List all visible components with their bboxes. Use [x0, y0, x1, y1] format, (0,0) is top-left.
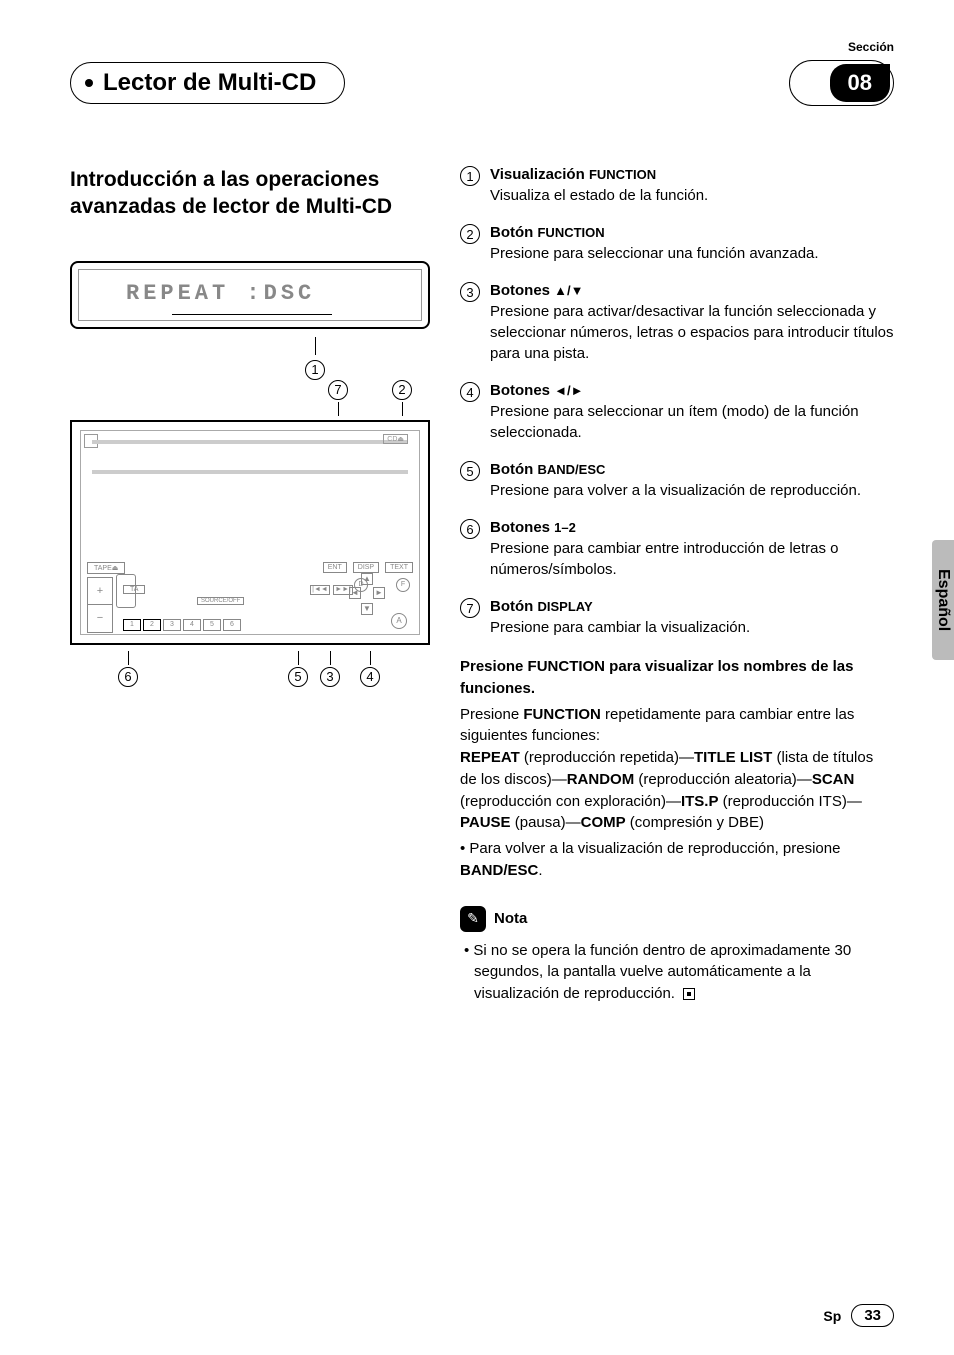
tape-slot [92, 470, 408, 474]
instruction-bullet: • Para volver a la visualización de repr… [460, 838, 894, 882]
definition-item: 3 Botones ▲/▼ Presione para activar/desact… [460, 282, 894, 364]
definition-title: Visualización FUNCTION [490, 166, 894, 183]
definition-title: Botones ▲/▼ [490, 282, 894, 299]
definition-text: Presione para seleccionar una función av… [490, 243, 894, 264]
num-1-button[interactable]: 1 [123, 619, 141, 631]
instruction-lead: Presione FUNCTION para visualizar los no… [460, 656, 894, 700]
page-title: Lector de Multi-CD [103, 69, 316, 97]
definition-number: 3 [460, 282, 480, 302]
prev-button[interactable]: |◄◄ [310, 585, 330, 595]
definition-number: 1 [460, 166, 480, 186]
note-icon: ✎ [460, 906, 486, 932]
num-2-button[interactable]: 2 [143, 619, 161, 631]
section-number-badge: 08 [830, 64, 890, 102]
section-label: Sección [70, 40, 894, 54]
a-button[interactable]: A [391, 613, 407, 629]
definition-item: 1 Visualización FUNCTION Visualiza el esta… [460, 166, 894, 206]
plus-minus-rocker[interactable]: + − [87, 577, 113, 633]
lcd-display: REPEAT :DSC [70, 261, 430, 329]
definition-number: 4 [460, 382, 480, 402]
definition-item: 7 Botón DISPLAY Presione para cambiar la v… [460, 598, 894, 638]
subheading: Introducción a las operaciones avanzadas… [70, 166, 430, 221]
definition-text: Presione para activar/desactivar la func… [490, 301, 894, 364]
down-button[interactable]: ▼ [361, 603, 373, 615]
definition-text: Presione para cambiar entre introducción… [490, 538, 894, 580]
page-title-pill: Lector de Multi-CD [70, 62, 345, 104]
definition-item: 6 Botones 1–2 Presione para cambiar entre … [460, 519, 894, 580]
instruction-intro: Presione FUNCTION repetidamente para cam… [460, 704, 894, 748]
cd-slot [92, 440, 408, 444]
definition-text: Visualiza el estado de la función. [490, 185, 894, 206]
device-illustration: CD⏏ TAPE⏏ ENT DISP TEXT D F + − TA [70, 420, 430, 645]
minus-button[interactable]: − [88, 605, 112, 632]
cd-eject-label: CD⏏ [383, 434, 408, 444]
definition-number: 6 [460, 519, 480, 539]
callout-1-hline [172, 314, 332, 315]
arrow-pad[interactable]: ▲ ▼ ◄ ► [349, 573, 385, 615]
callout-3: 3 [320, 667, 340, 687]
page-number: 33 [851, 1304, 894, 1327]
disp-button[interactable]: DISP [353, 562, 379, 573]
definition-title: Botón BAND/ESC [490, 461, 894, 478]
definition-item: 4 Botones ◄/► Presione para seleccionar un… [460, 382, 894, 443]
callout-3-line [330, 651, 331, 665]
instruction-block: Presione FUNCTION para visualizar los no… [460, 656, 894, 882]
definition-title: Botones ◄/► [490, 382, 894, 399]
source-button[interactable]: SOURCE/OFF [197, 597, 244, 605]
section-badge-wrap: 08 [789, 60, 894, 106]
end-mark-icon [683, 988, 695, 1000]
left-button[interactable]: ◄ [349, 587, 361, 599]
callout-6: 6 [118, 667, 138, 687]
language-side-tab: Español [932, 540, 954, 660]
callout-7-line [338, 402, 339, 416]
note-title: Nota [494, 910, 527, 927]
plus-button[interactable]: + [88, 578, 112, 606]
callout-4: 4 [360, 667, 380, 687]
language-side-tab-label: Español [934, 569, 952, 631]
num-5-button[interactable]: 5 [203, 619, 221, 631]
definition-number: 7 [460, 598, 480, 618]
title-bullet [85, 79, 93, 87]
callout-2: 2 [392, 380, 412, 400]
callout-5: 5 [288, 667, 308, 687]
definition-item: 2 Botón FUNCTION Presione para seleccionar… [460, 224, 894, 264]
footer-language: Sp [823, 1308, 841, 1324]
definition-title: Botones 1–2 [490, 519, 894, 536]
num-6-button[interactable]: 6 [223, 619, 241, 631]
callout-1-vline [315, 337, 316, 355]
function-sequence: REPEAT (reproducción repetida)—TITLE LIS… [460, 747, 894, 834]
definition-text: Presione para volver a la visualización … [490, 480, 894, 501]
definition-title: Botón FUNCTION [490, 224, 894, 241]
up-button[interactable]: ▲ [361, 573, 373, 585]
ent-button[interactable]: ENT [323, 562, 347, 573]
ta-button[interactable]: TA [123, 585, 145, 594]
callout-7: 7 [328, 380, 348, 400]
definition-text: Presione para seleccionar un ítem (modo)… [490, 401, 894, 443]
definition-number: 5 [460, 461, 480, 481]
callout-1: 1 [305, 360, 325, 380]
num-4-button[interactable]: 4 [183, 619, 201, 631]
definition-number: 2 [460, 224, 480, 244]
definition-text: Presione para cambiar la visualización. [490, 617, 894, 638]
num-3-button[interactable]: 3 [163, 619, 181, 631]
callout-4-line [370, 651, 371, 665]
text-button[interactable]: TEXT [385, 562, 413, 573]
definition-item: 5 Botón BAND/ESC Presione para volver a la… [460, 461, 894, 501]
callout-5-line [298, 651, 299, 665]
callout-6-line [128, 651, 129, 665]
lcd-text: REPEAT :DSC [126, 281, 315, 306]
note-body: • Si no se opera la función dentro de ap… [460, 940, 894, 1005]
callout-2-line [402, 402, 403, 416]
definition-title: Botón DISPLAY [490, 598, 894, 615]
right-button[interactable]: ► [373, 587, 385, 599]
